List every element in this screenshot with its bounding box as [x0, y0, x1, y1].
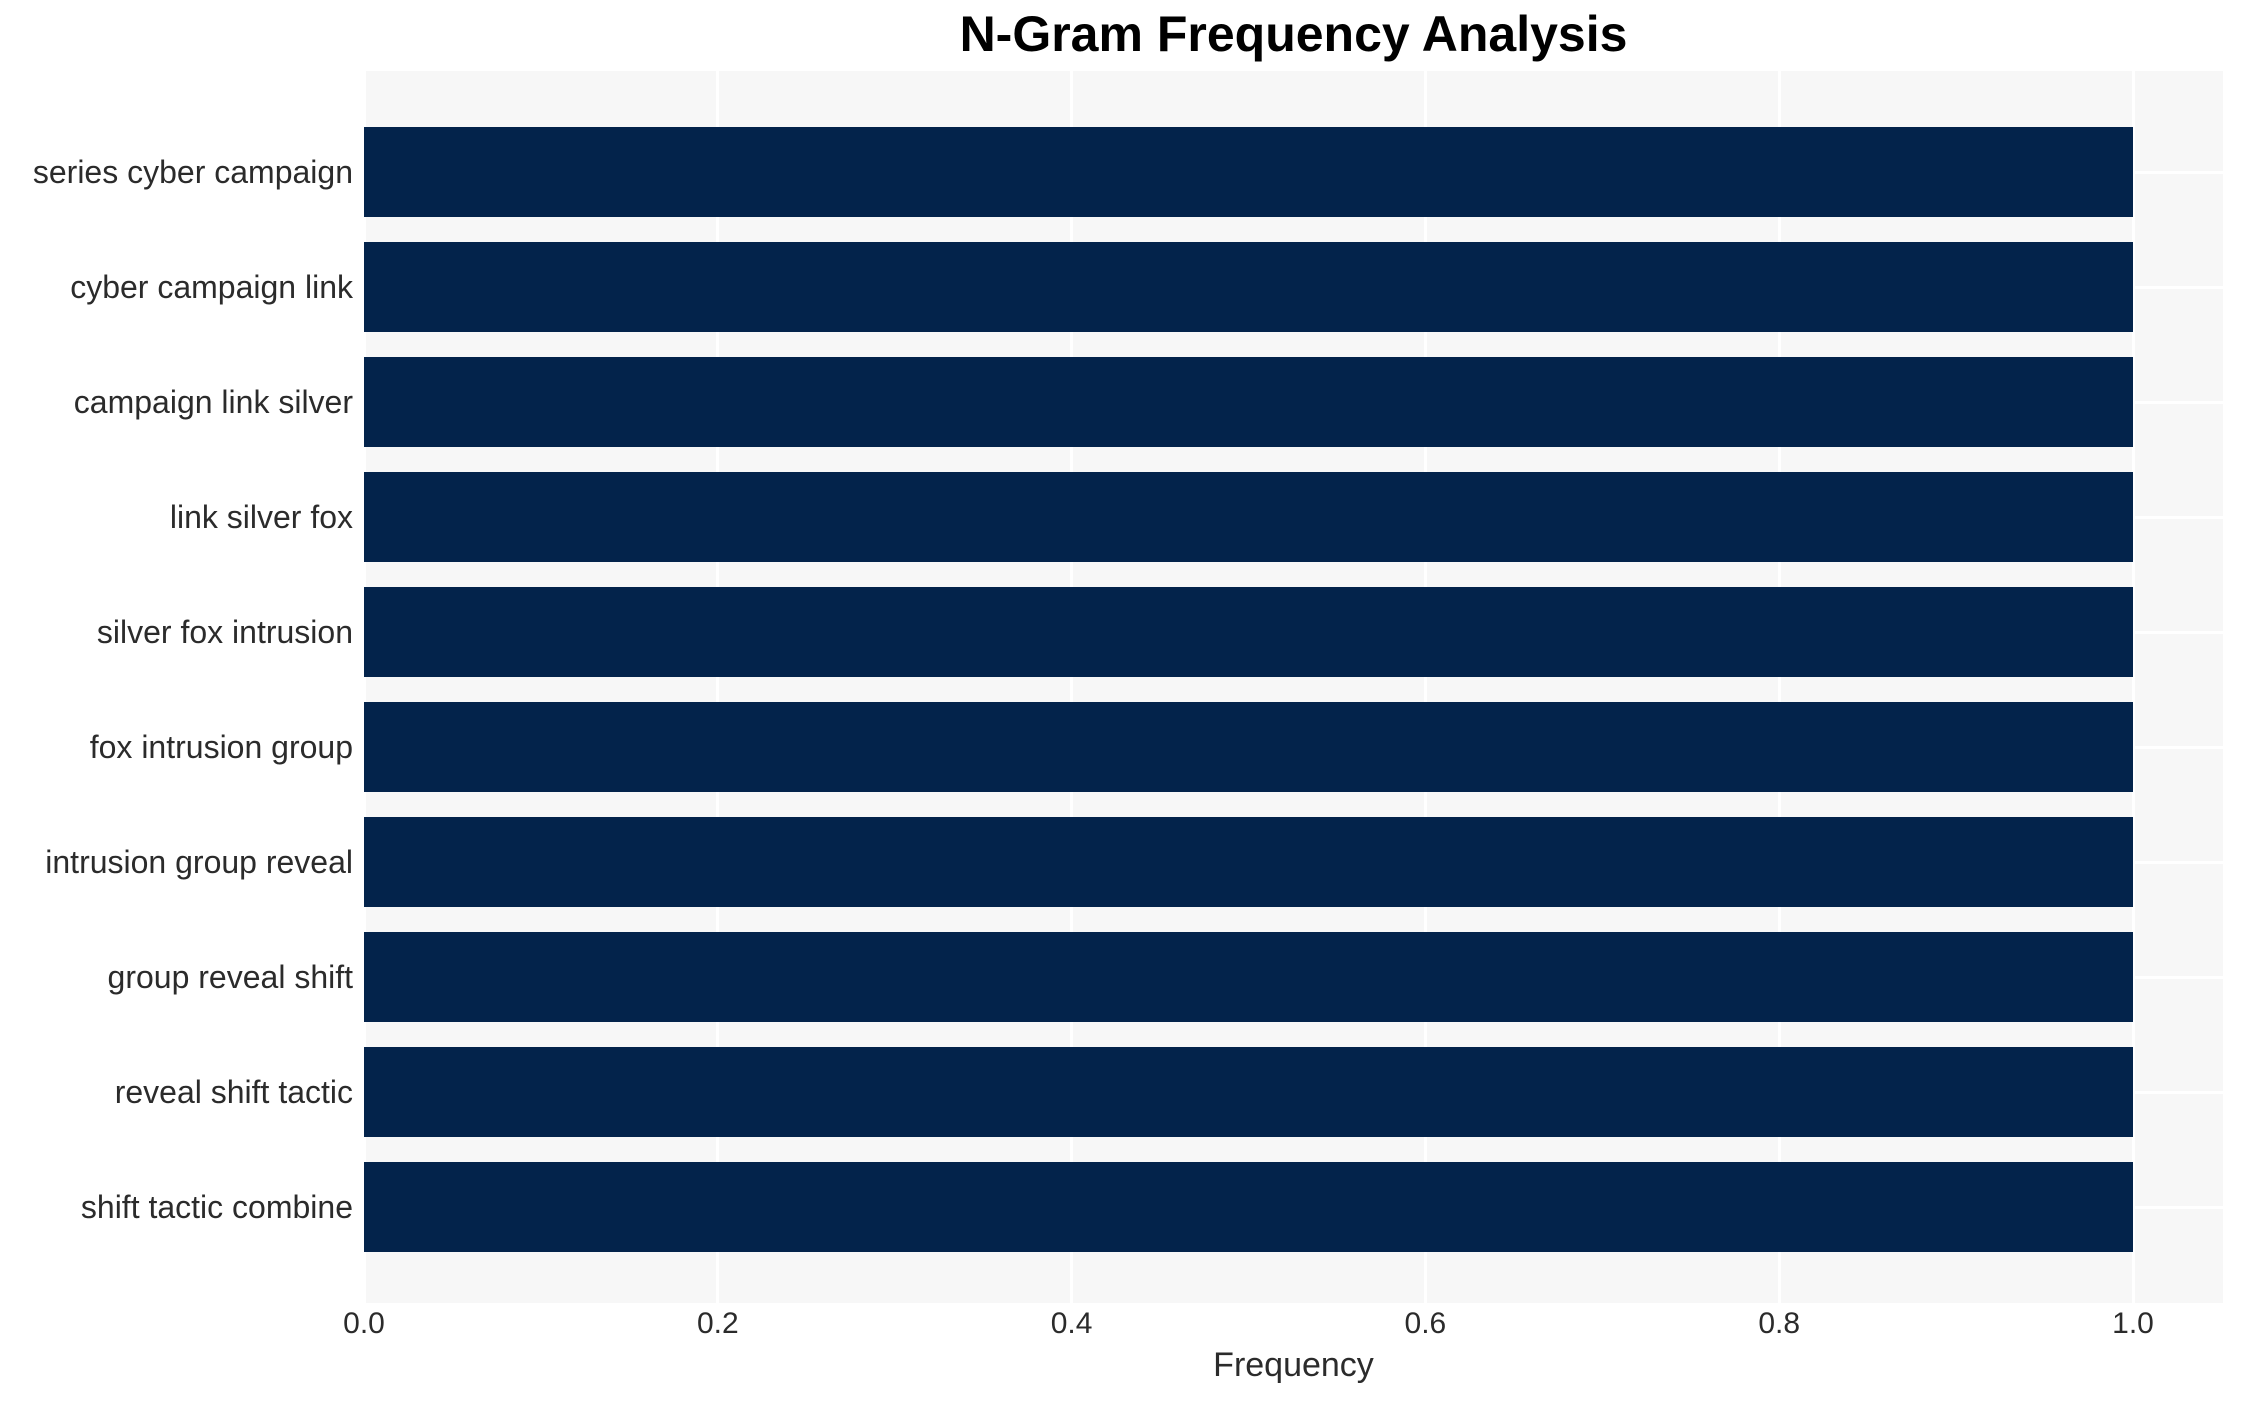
bar: [364, 1162, 2133, 1252]
gridline-vertical: [2131, 71, 2135, 1303]
y-tick-label: reveal shift tactic: [114, 1073, 353, 1110]
y-tick-label: group reveal shift: [107, 958, 353, 995]
bar: [364, 817, 2133, 907]
x-tick-label: 0.8: [1758, 1307, 1801, 1340]
bar: [364, 127, 2133, 217]
gridline-vertical: [1777, 71, 1781, 1303]
x-axis-tick-labels: 0.0 0.2 0.4 0.6 0.8 1.0: [0, 1307, 2243, 1347]
y-axis-labels: series cyber campaign cyber campaign link…: [0, 71, 353, 1303]
x-tick-label: 0.4: [1050, 1307, 1093, 1340]
y-tick-label: fox intrusion group: [89, 728, 353, 765]
y-tick-label: shift tactic combine: [80, 1188, 353, 1225]
plot-area: [362, 71, 2223, 1303]
bar: [364, 702, 2133, 792]
gridline-vertical: [1423, 71, 1427, 1303]
bar: [364, 587, 2133, 677]
bar: [364, 242, 2133, 332]
gridline-vertical: [716, 71, 720, 1303]
x-tick-label: 0.6: [1404, 1307, 1447, 1340]
x-tick-label: 1.0: [2112, 1307, 2154, 1340]
y-tick-label: cyber campaign link: [70, 268, 353, 305]
x-tick-label: 0.0: [343, 1307, 385, 1340]
bar: [364, 932, 2133, 1022]
y-tick-label: silver fox intrusion: [96, 613, 353, 650]
gridline-vertical: [362, 71, 366, 1303]
bar: [364, 472, 2133, 562]
y-tick-label: series cyber campaign: [32, 153, 353, 190]
x-axis-title: Frequency: [1213, 1346, 1374, 1384]
x-tick-label: 0.2: [696, 1307, 739, 1340]
gridline-vertical: [1070, 71, 1074, 1303]
y-tick-label: intrusion group reveal: [45, 843, 353, 880]
chart-title: N-Gram Frequency Analysis: [959, 6, 1628, 62]
y-tick-label: campaign link silver: [73, 383, 353, 420]
bar: [364, 357, 2133, 447]
y-tick-label: link silver fox: [169, 498, 353, 535]
bar: [364, 1047, 2133, 1137]
